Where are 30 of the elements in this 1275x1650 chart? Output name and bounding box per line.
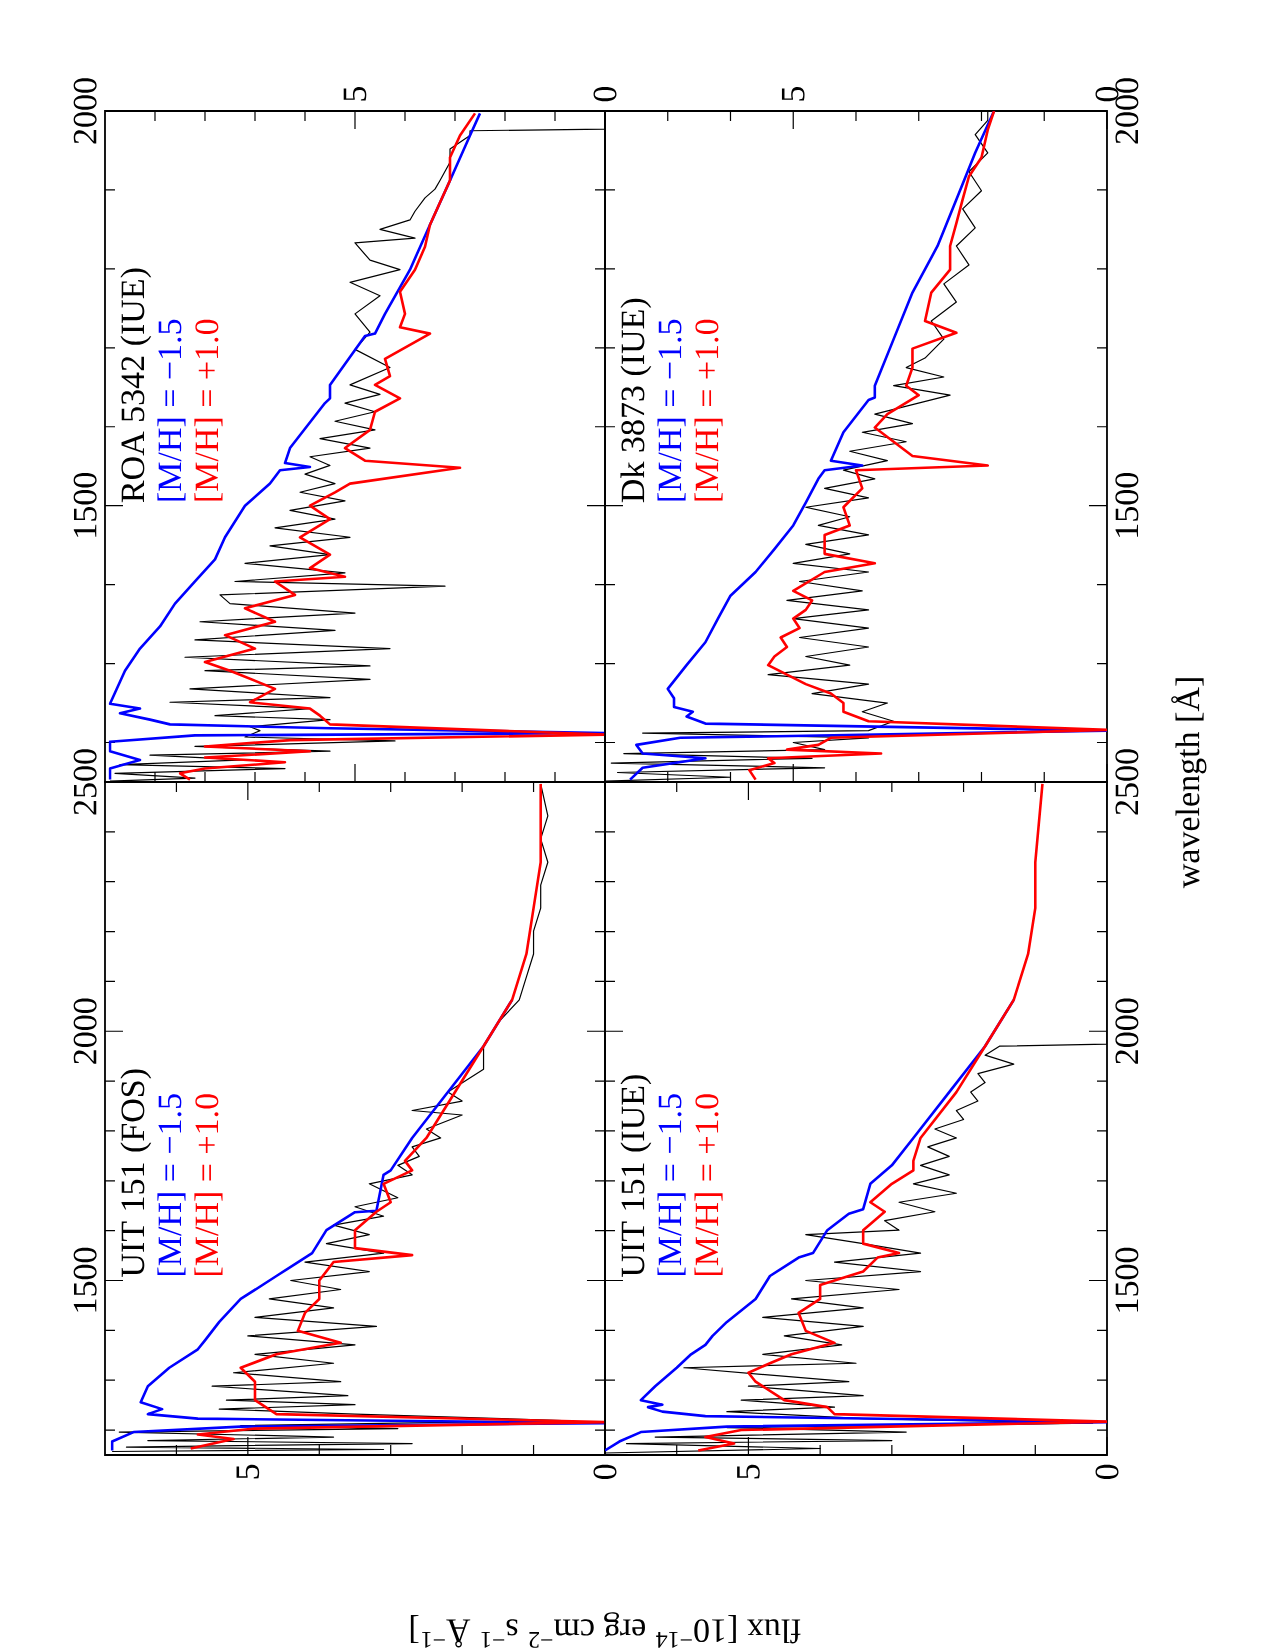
text: [M/H] = −1.5 (657, 319, 686, 501)
x-tick-label: 5 (236, 1464, 260, 1479)
text: flux [10$^{−14}$ erg cm$^{−2}$ s$^{−1}$ Å$^{−1}$] (410, 1612, 801, 1648)
text: [M/H] = +1.0 (694, 1094, 723, 1276)
x-tick-label: 0 (593, 86, 617, 102)
x-tick-label: 5 (737, 1464, 760, 1479)
y-tick-label: 1500 (73, 472, 97, 537)
text: [M/H] = −1.5 (657, 1094, 686, 1276)
text: [M/H] = −1.5 (157, 319, 186, 501)
text: ROA 5342 (IUE) (120, 268, 152, 503)
text: [M/H] = −1.5 (157, 1094, 186, 1276)
y-tick-label: 1500 (1115, 1247, 1139, 1312)
y-tick-label: 2000 (1115, 998, 1139, 1064)
y-tick-label: 1500 (73, 1247, 97, 1312)
x-tick-label: 0 (1095, 1464, 1119, 1480)
x-tick-label: 5 (343, 86, 367, 101)
y-tick-label: 2000 (73, 78, 97, 144)
text: UIT 151 (FOS) (120, 1069, 152, 1277)
x-tick-label: 0 (593, 1464, 617, 1480)
y-axis-title: wavelength [Å] (1171, 678, 1207, 889)
text: UIT 151 (IUE) (620, 1075, 652, 1277)
text: [M/H] = +1.0 (694, 319, 723, 501)
text: [M/H] = +1.0 (194, 319, 223, 501)
text: [M/H] = +1.0 (194, 1094, 223, 1276)
y-tick-label: 2000 (73, 998, 97, 1064)
y-tick-label: 2500 (1115, 749, 1139, 815)
y-tick-label: 1500 (1115, 472, 1139, 537)
x-tick-label: 5 (781, 86, 805, 101)
text: Dk 3873 (IUE) (620, 298, 652, 503)
y-tick-label: 2500 (73, 749, 97, 815)
